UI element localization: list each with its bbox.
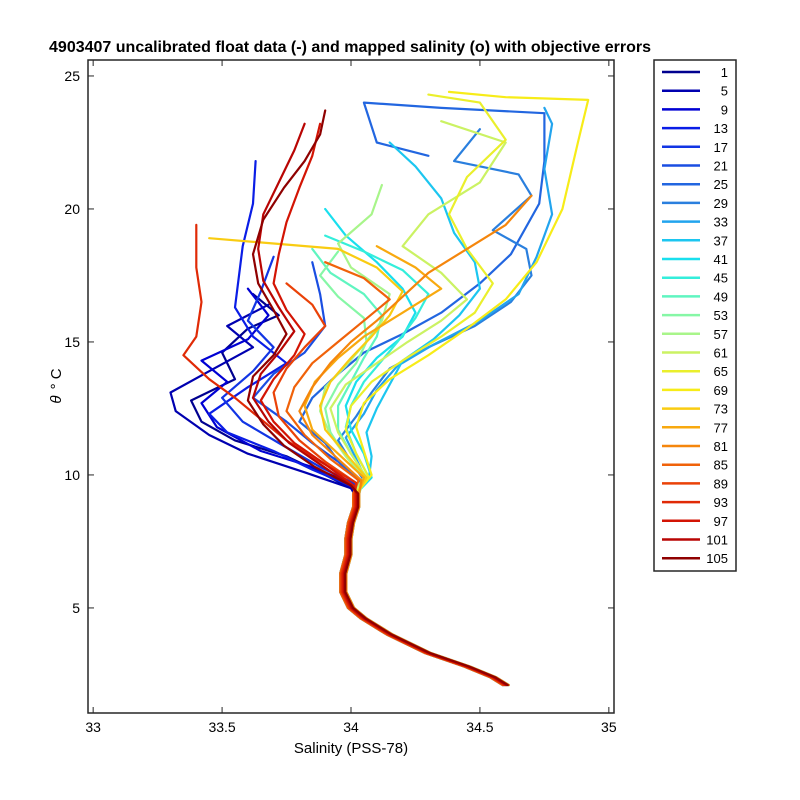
y-tick-label: 10 xyxy=(64,467,80,483)
legend-label-33: 33 xyxy=(714,215,728,230)
legend-items: 1 5 9 13 17 21 25 29 33 37 41 45 49 53 57 61 65 69 73 77 81 8… xyxy=(662,65,728,566)
y-axis-label-symbol: θ xyxy=(48,395,65,403)
x-tick-label: 34 xyxy=(343,719,359,735)
legend-label-93: 93 xyxy=(714,495,728,510)
x-tick-label: 34.5 xyxy=(466,719,493,735)
legend-label-53: 53 xyxy=(714,308,728,323)
x-tick-label: 35 xyxy=(601,719,617,735)
x-tick-label: 33 xyxy=(85,719,101,735)
plot-frame xyxy=(87,59,615,714)
legend-label-21: 21 xyxy=(714,159,728,174)
legend-label-65: 65 xyxy=(714,364,728,379)
legend-label-81: 81 xyxy=(714,439,728,454)
legend-label-57: 57 xyxy=(714,327,728,342)
legend-label-77: 77 xyxy=(714,420,728,435)
y-tick-label: 25 xyxy=(64,68,80,84)
x-axis-label: Salinity (PSS-78) xyxy=(294,740,408,757)
chart-title: 4903407 uncalibrated float data (-) and … xyxy=(49,39,651,56)
legend-label-105: 105 xyxy=(706,551,728,566)
y-tick-label: 15 xyxy=(64,334,80,350)
legend-label-97: 97 xyxy=(714,514,728,529)
series-layer xyxy=(169,90,590,687)
y-tick-label: 5 xyxy=(72,600,80,616)
legend-label-25: 25 xyxy=(714,177,728,192)
svg-text:θ° C: θ ° C xyxy=(48,368,65,403)
legend-label-5: 5 xyxy=(721,84,728,99)
series-line-105 xyxy=(246,109,509,687)
legend-label-49: 49 xyxy=(714,289,728,304)
legend-label-89: 89 xyxy=(714,476,728,491)
x-tick-label: 33.5 xyxy=(208,719,235,735)
legend-label-13: 13 xyxy=(714,121,728,136)
y-axis-label: θ ° C xyxy=(48,368,65,403)
legend-label-37: 37 xyxy=(714,233,728,248)
ticks-layer: 33 33.5 34 34.5 35 5 10 15 20 25 xyxy=(64,60,617,735)
legend-label-1: 1 xyxy=(721,65,728,80)
legend-label-61: 61 xyxy=(714,346,728,361)
plot-area: 33 33.5 34 34.5 35 5 10 15 20 25 xyxy=(64,59,617,735)
legend-label-85: 85 xyxy=(714,458,728,473)
legend-label-45: 45 xyxy=(714,271,728,286)
legend-label-17: 17 xyxy=(714,140,728,155)
y-axis-label-unit: ° C xyxy=(48,368,65,389)
legend-label-101: 101 xyxy=(706,533,728,548)
y-tick-label: 20 xyxy=(64,201,80,217)
legend-label-69: 69 xyxy=(714,383,728,398)
legend-label-29: 29 xyxy=(714,196,728,211)
legend: 1 5 9 13 17 21 25 29 33 37 41 45 49 53 57 61 65 69 73 77 81 8… xyxy=(653,59,737,572)
legend-label-41: 41 xyxy=(714,252,728,267)
legend-label-73: 73 xyxy=(714,402,728,417)
legend-label-9: 9 xyxy=(721,102,728,117)
